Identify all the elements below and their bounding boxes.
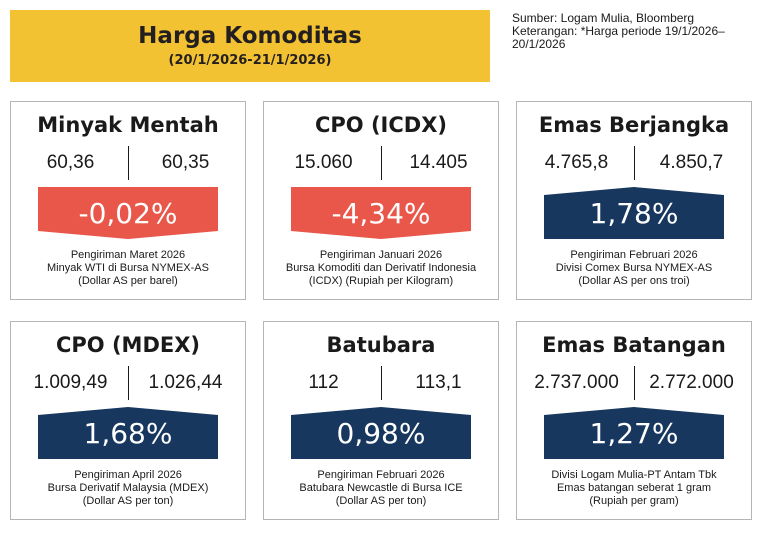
change-percent: -0,02% — [78, 197, 178, 230]
price-pair: 112 113,1 — [264, 366, 498, 400]
note-line: Batubara Newcastle di Bursa ICE — [299, 482, 463, 494]
current-price: 2.772.000 — [649, 372, 734, 393]
change-percent: 1,27% — [589, 417, 679, 450]
commodity-card: Batubara 112 113,1 0,98% Pengiriman Febr… — [263, 321, 499, 520]
note-line: Divisi Logam Mulia-PT Antam Tbk — [551, 469, 717, 481]
current-price: 113,1 — [415, 372, 462, 393]
note-line: (ICDX) (Rupiah per Kilogram) — [308, 275, 454, 287]
previous-price: 2.737.000 — [534, 372, 619, 393]
price-divider — [128, 146, 129, 180]
note-line: Keterangan: *Harga periode 19/1/2026– — [512, 24, 725, 38]
contract-note: Pengiriman Februari 2026 Divisi Comex Bur… — [517, 249, 751, 288]
arrow-down-shape — [38, 187, 218, 239]
current-price: 4.850,7 — [659, 152, 724, 173]
title-banner: Harga Komoditas (20/1/2026-21/1/2026) — [10, 10, 490, 82]
note-line: Emas batangan seberat 1 gram — [556, 482, 712, 494]
commodity-card: CPO (MDEX) 1.009,49 1.026,44 1,68% Pengi… — [10, 321, 246, 520]
source-note: Sumber: Logam Mulia, Bloomberg Keteranga… — [512, 12, 752, 51]
price-divider — [381, 146, 382, 180]
commodity-card: Emas Batangan 2.737.000 2.772.000 1,27% … — [516, 321, 752, 520]
note-line: Pengiriman Februari 2026 — [317, 469, 445, 481]
arrow-down-shape — [291, 187, 471, 239]
change-up-banner: 1,78% — [544, 187, 724, 239]
note-line-cont: 20/1/2026 — [512, 37, 566, 51]
page-title: Harga Komoditas — [138, 23, 362, 49]
price-divider — [634, 146, 635, 180]
note-line: Bursa Komoditi dan Derivatif Indonesia — [285, 262, 477, 274]
current-price: 14.405 — [409, 152, 468, 173]
previous-price: 1.009,49 — [33, 372, 108, 393]
note-line: (Dollar AS per barel) — [78, 275, 178, 287]
source-line: Sumber: Logam Mulia, Bloomberg — [512, 11, 695, 25]
change-up-banner: 1,68% — [38, 407, 218, 459]
price-pair: 4.765,8 4.850,7 — [517, 146, 751, 180]
note-line: Minyak WTI di Bursa NYMEX-AS — [47, 262, 209, 274]
change-up-banner: 1,27% — [544, 407, 724, 459]
change-percent: 1,68% — [83, 417, 173, 450]
contract-note: Pengiriman Februari 2026 Batubara Newcast… — [264, 469, 498, 508]
commodity-card: CPO (ICDX) 15.060 14.405 -4,34% Pengirim… — [263, 101, 499, 300]
change-percent: 1,78% — [589, 197, 679, 230]
note-line: (Rupiah per gram) — [589, 495, 679, 507]
arrow-up-shape — [38, 407, 218, 459]
note-line: (Dollar AS per ton) — [82, 495, 174, 507]
price-pair: 15.060 14.405 — [264, 146, 498, 180]
price-pair: 60,36 60,35 — [11, 146, 245, 180]
contract-note: Pengiriman Januari 2026 Bursa Komoditi da… — [264, 249, 498, 288]
note-line: Divisi Comex Bursa NYMEX-AS — [555, 262, 713, 274]
arrow-up-shape — [291, 407, 471, 459]
commodity-title: CPO (ICDX) — [314, 113, 447, 137]
current-price: 60,35 — [161, 152, 210, 173]
commodity-title: Minyak Mentah — [37, 113, 219, 137]
commodity-title: Batubara — [326, 333, 436, 357]
contract-note: Pengiriman April 2026 Bursa Derivatif Mal… — [11, 469, 245, 508]
commodity-card: Minyak Mentah 60,36 60,35 -0,02% Pengiri… — [10, 101, 246, 300]
commodity-title: CPO (MDEX) — [55, 333, 201, 357]
previous-price: 15.060 — [294, 152, 353, 173]
arrow-up-shape — [544, 187, 724, 239]
change-down-banner: -0,02% — [38, 187, 218, 239]
contract-note: Pengiriman Maret 2026 Minyak WTI di Bursa… — [11, 249, 245, 288]
change-down-banner: -4,34% — [291, 187, 471, 239]
previous-price: 60,36 — [46, 152, 95, 173]
price-divider — [381, 366, 382, 400]
note-line: Pengiriman Maret 2026 — [70, 249, 186, 261]
contract-note: Divisi Logam Mulia-PT Antam Tbk Emas bata… — [517, 469, 751, 508]
note-line: (Dollar AS per ton) — [335, 495, 427, 507]
period-label: (20/1/2026-21/1/2026) — [168, 53, 332, 68]
change-up-banner: 0,98% — [291, 407, 471, 459]
price-pair: 1.009,49 1.026,44 — [11, 366, 245, 400]
commodity-card: Emas Berjangka 4.765,8 4.850,7 1,78% Pen… — [516, 101, 752, 300]
previous-price: 4.765,8 — [544, 152, 609, 173]
current-price: 1.026,44 — [148, 372, 223, 393]
commodity-title: Emas Batangan — [542, 333, 726, 357]
price-pair: 2.737.000 2.772.000 — [517, 366, 751, 400]
change-percent: 0,98% — [336, 417, 426, 450]
price-divider — [634, 366, 635, 400]
commodity-title: Emas Berjangka — [538, 113, 730, 137]
note-line: (Dollar AS per ons troi) — [578, 275, 690, 287]
price-divider — [128, 366, 129, 400]
change-percent: -4,34% — [331, 197, 431, 230]
note-line: Bursa Derivatif Malaysia (MDEX) — [47, 482, 209, 494]
previous-price: 112 — [308, 372, 339, 393]
note-line: Pengiriman Januari 2026 — [319, 249, 443, 261]
note-line: Pengiriman Februari 2026 — [570, 249, 698, 261]
note-line: Pengiriman April 2026 — [74, 469, 182, 481]
arrow-up-shape — [544, 407, 724, 459]
